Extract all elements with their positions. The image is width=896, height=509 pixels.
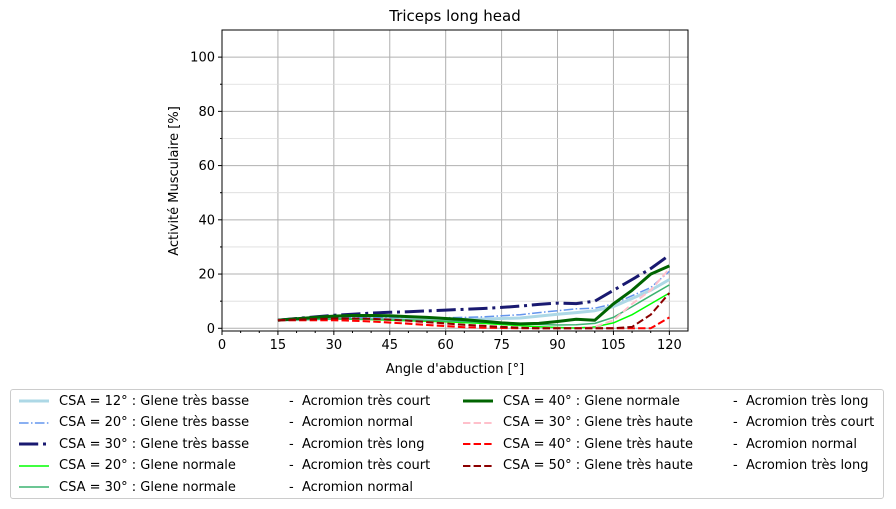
legend-item: CSA = 12° : Glene très basse - Acromion t…	[17, 391, 430, 411]
legend-suffix: - Acromion très court	[289, 393, 431, 409]
x-tick-label: 0	[218, 338, 226, 353]
legend-name: CSA = 30° : Glene très haute	[503, 415, 693, 430]
legend-swatch	[19, 421, 49, 424]
legend-suffix: - Acromion très long	[289, 436, 425, 452]
legend-name: CSA = 40° : Glene normale	[503, 393, 680, 409]
legend-item: CSA = 30° : Glene très haute - Acromion t…	[461, 413, 874, 433]
legend-item: CSA = 30° : Glene normale - Acromion norm…	[17, 477, 413, 497]
x-tick-label: 75	[493, 338, 510, 353]
legend-swatch	[463, 443, 493, 445]
legend-name: CSA = 50° : Glene très haute	[503, 458, 693, 473]
legend-item: CSA = 50° : Glene très haute - Acromion t…	[461, 456, 869, 476]
y-tick-label: 80	[198, 105, 215, 120]
y-tick-label: 60	[198, 159, 215, 174]
x-tick-label: 105	[601, 338, 626, 353]
chart: Triceps long head 0 15 30 45 60 75 90 105 120 0 20…	[167, 7, 689, 377]
legend-suffix: - Acromion normal	[733, 436, 857, 452]
y-tick-label: 100	[190, 51, 215, 66]
legend-swatch	[19, 442, 49, 446]
legend-item: CSA = 30° : Glene très basse - Acromion t…	[17, 434, 425, 454]
legend-suffix: - Acromion très court	[733, 415, 875, 430]
legend-item: CSA = 20° : Glene très basse - Acromion n…	[17, 413, 413, 433]
x-tick-label: 15	[270, 338, 287, 353]
y-tick-label: 0	[207, 322, 215, 337]
legend-item: CSA = 40° : Glene très haute - Acromion n…	[461, 434, 857, 454]
grid	[221, 30, 688, 331]
legend-swatch	[19, 486, 49, 488]
legend-item: CSA = 40° : Glene normale - Acromion très…	[461, 391, 869, 411]
legend-suffix: - Acromion normal	[289, 479, 413, 495]
legend-item: CSA = 20° : Glene normale - Acromion très…	[17, 456, 430, 476]
series-line-3	[277, 253, 671, 322]
legend-suffix: - Acromion très long	[733, 393, 869, 409]
plot-frame	[221, 29, 689, 332]
legend-suffix: - Acromion très court	[289, 458, 431, 473]
chart-title: Triceps long head	[388, 7, 520, 25]
legend-suffix: - Acromion normal	[289, 415, 413, 430]
series-layer	[277, 253, 671, 330]
legend-name: CSA = 20° : Glene très basse	[59, 415, 250, 430]
legend: CSA = 12° : Glene très basse - Acromion t…	[10, 389, 884, 499]
legend-name: CSA = 30° : Glene très basse	[59, 436, 250, 452]
x-tick-label: 90	[549, 338, 566, 353]
y-tick-label: 20	[198, 268, 215, 283]
series-line-1	[277, 278, 671, 322]
legend-name: CSA = 40° : Glene très haute	[503, 436, 693, 452]
x-tick-label: 120	[657, 338, 682, 353]
legend-name: CSA = 30° : Glene normale	[59, 479, 236, 495]
x-axis-label: Angle d'abduction [°]	[386, 362, 525, 377]
x-tick-label: 45	[381, 338, 398, 353]
legend-swatch	[19, 464, 49, 467]
x-tick-label: 30	[326, 338, 343, 353]
y-tick-label: 40	[198, 213, 215, 228]
legend-swatch	[19, 399, 49, 403]
x-tick-label: 60	[437, 338, 454, 353]
legend-swatch	[463, 399, 493, 403]
legend-swatch	[463, 464, 493, 467]
y-axis-label: Activité Musculaire [%]	[167, 106, 182, 256]
series-line-6	[277, 264, 671, 326]
ticks: 0 15 30 45 60 75 90 105 120 0 20 40 60 80 100	[190, 51, 682, 353]
series-line-2	[277, 270, 670, 321]
series-line-4	[277, 292, 670, 329]
legend-suffix: - Acromion très long	[733, 458, 869, 473]
legend-name: CSA = 20° : Glene normale	[59, 458, 236, 473]
legend-swatch	[463, 421, 493, 424]
series-line-8	[277, 316, 670, 330]
legend-name: CSA = 12° : Glene très basse	[59, 393, 250, 409]
series-line-9	[277, 292, 671, 330]
